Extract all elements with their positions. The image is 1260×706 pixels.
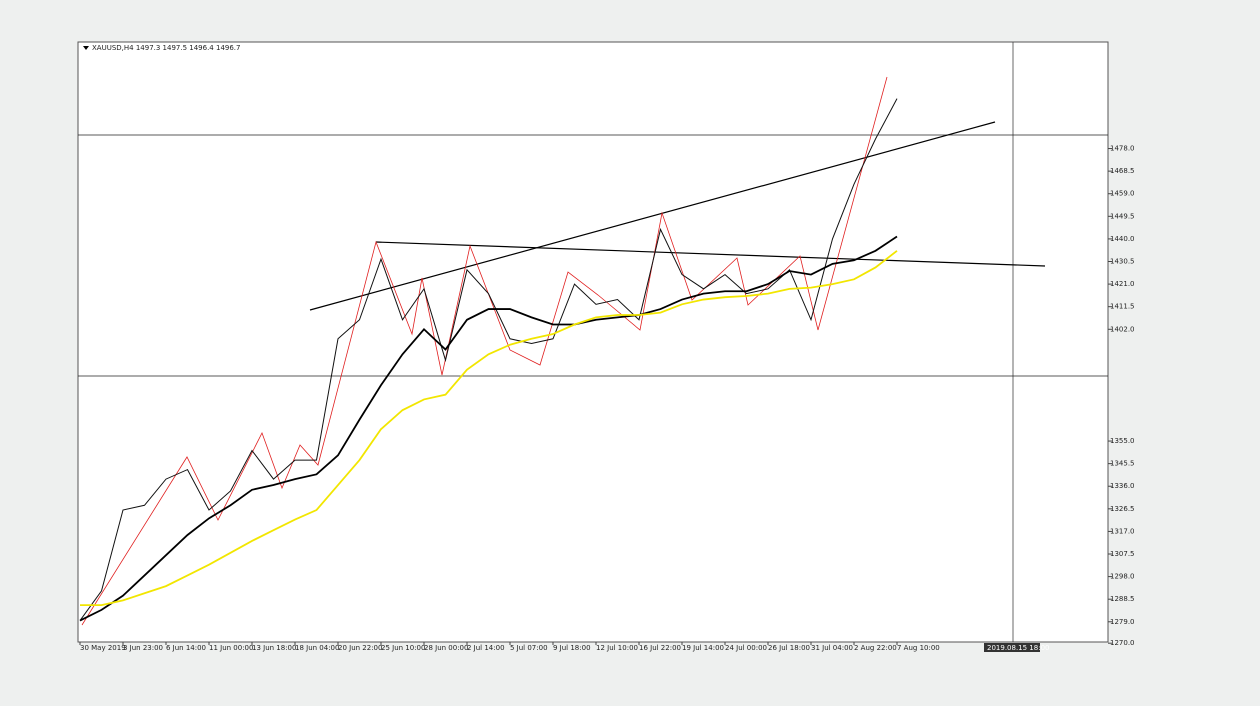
trend-line (309, 121, 996, 311)
x-tick-label: 7 Aug 10:00 (897, 644, 940, 652)
collapse-icon (83, 46, 89, 50)
x-tick-label: 30 May 2019 (80, 644, 126, 652)
y-tick-label: 1270.0 (1110, 639, 1135, 647)
chart-title: XAUUSD,H4 1497.3 1497.5 1496.4 1496.7 (92, 44, 240, 52)
y-tick-label: 1440.0 (1110, 235, 1135, 243)
y-tick-label: 1402.0 (1110, 325, 1135, 333)
y-tick-label: 1345.5 (1110, 460, 1135, 468)
y-tick-label: 1336.0 (1110, 482, 1135, 490)
x-tick-label: 31 Jul 04:00 (811, 644, 853, 652)
y-tick-label: 1449.5 (1110, 212, 1135, 220)
time-marker (984, 643, 1040, 652)
x-tick-label: 19 Jul 14:00 (682, 644, 724, 652)
x-tick-label: 9 Jul 18:00 (553, 644, 591, 652)
x-tick-label: 18 Jun 04:00 (295, 644, 339, 652)
y-tick-label: 1307.5 (1110, 550, 1135, 558)
trend-line (375, 241, 1046, 267)
x-tick-label: 26 Jul 18:00 (768, 644, 810, 652)
x-tick-label: 20 Jun 22:00 (338, 644, 382, 652)
x-tick-label: 2 Aug 22:00 (854, 644, 897, 652)
x-tick-label: 16 Jul 22:00 (639, 644, 681, 652)
x-tick-label: 28 Jun 00:00 (424, 644, 468, 652)
y-tick-label: 1468.5 (1110, 167, 1135, 175)
x-tick-label: 25 Jun 10:00 (381, 644, 425, 652)
y-tick-label: 1317.0 (1110, 527, 1135, 535)
y-tick-label: 1478.0 (1110, 145, 1135, 153)
series-line (80, 250, 898, 607)
y-tick-label: 1298.0 (1110, 573, 1135, 581)
y-tick-label: 1355.0 (1110, 437, 1135, 445)
time-marker-label: 2019.08.15 18:00 (987, 644, 1049, 652)
x-tick-label: 5 Jul 07:00 (510, 644, 548, 652)
y-tick-label: 1430.5 (1110, 258, 1135, 266)
y-tick-label: 1326.5 (1110, 505, 1135, 513)
y-tick-label: 1288.5 (1110, 595, 1135, 603)
x-tick-label: 2 Jul 14:00 (467, 644, 505, 652)
series-line (79, 235, 898, 622)
y-tick-label: 1279.0 (1110, 618, 1135, 626)
x-tick-label: 24 Jul 00:00 (725, 644, 767, 652)
zigzag (81, 76, 888, 626)
y-tick-label: 1421.0 (1110, 280, 1135, 288)
x-tick-label: 3 Jun 23:00 (123, 644, 163, 652)
x-tick-label: 11 Jun 00:00 (209, 644, 253, 652)
x-tick-label: 13 Jun 18:00 (252, 644, 296, 652)
y-tick-label: 1459.0 (1110, 190, 1135, 198)
y-tick-label: 1411.5 (1110, 303, 1135, 311)
series-line (79, 98, 898, 621)
x-tick-label: 6 Jun 14:00 (166, 644, 206, 652)
x-tick-label: 12 Jul 10:00 (596, 644, 638, 652)
